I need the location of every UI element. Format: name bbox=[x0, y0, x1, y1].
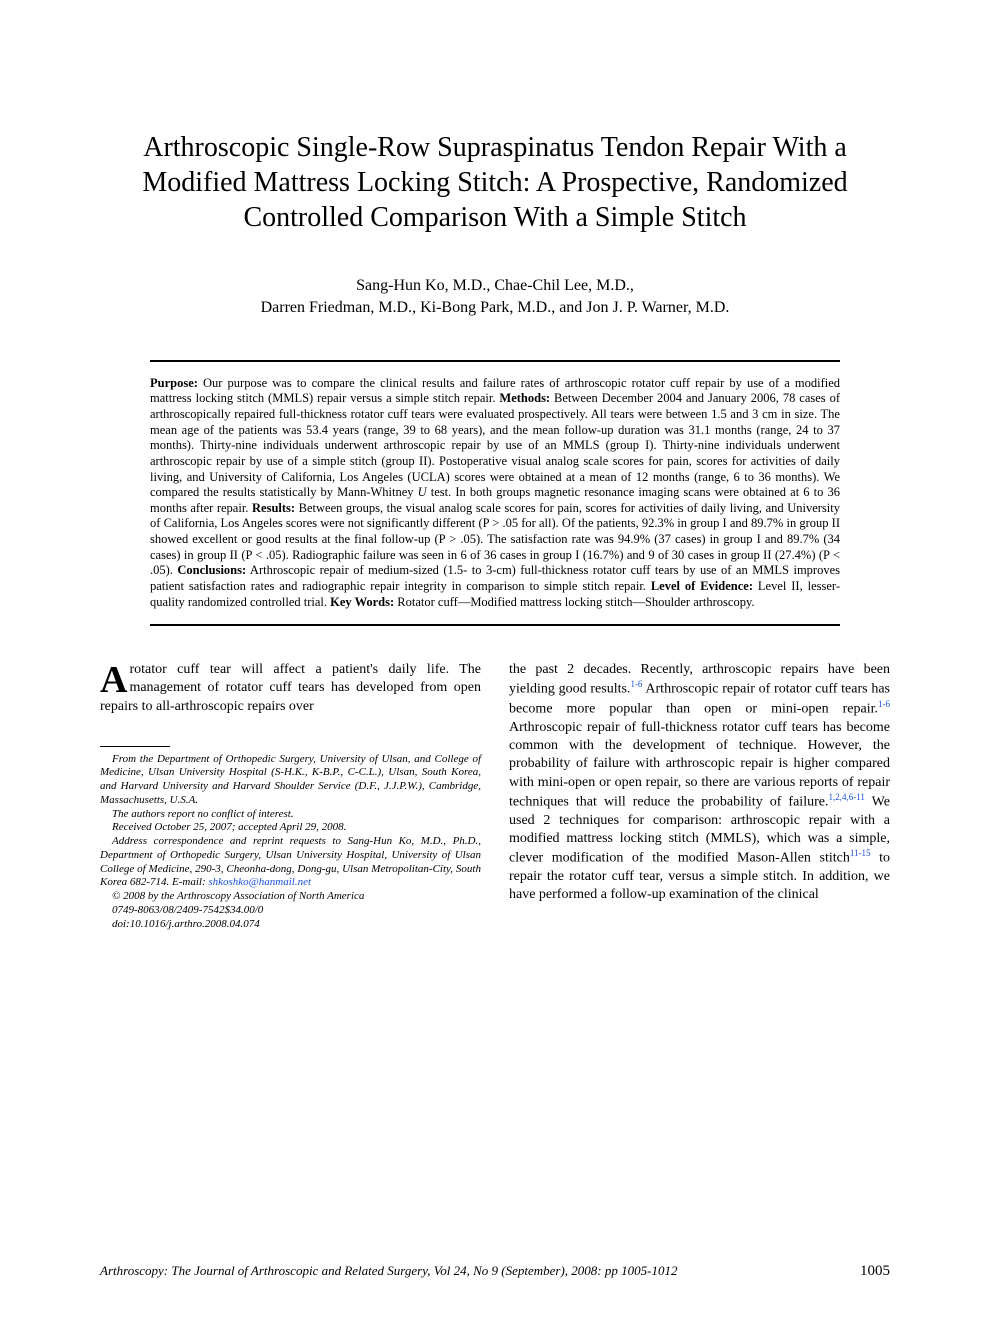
body-paragraph-1: Arotator cuff tear will affect a patient… bbox=[100, 661, 481, 716]
keywords-label: Key Words: bbox=[330, 595, 394, 609]
footer-journal: Arthroscopy: The Journal of Arthroscopic… bbox=[100, 1263, 677, 1279]
methods-label: Methods: bbox=[499, 391, 550, 405]
footnote-dates: Received October 25, 2007; accepted Apri… bbox=[100, 821, 481, 835]
abstract-rule-bottom bbox=[150, 624, 840, 626]
level-label: Level of Evidence: bbox=[651, 579, 753, 593]
conclusions-label: Conclusions: bbox=[177, 563, 246, 577]
authors-block: Sang-Hun Ko, M.D., Chae-Chil Lee, M.D., … bbox=[100, 275, 890, 320]
methods-italic: U bbox=[418, 485, 427, 499]
column-left: Arotator cuff tear will affect a patient… bbox=[100, 661, 481, 931]
footnote-rule bbox=[100, 746, 170, 747]
keywords-text: Rotator cuff—Modified mattress locking s… bbox=[394, 595, 754, 609]
body-col1-text: rotator cuff tear will affect a patient'… bbox=[100, 662, 481, 713]
column-right: the past 2 decades. Recently, arthroscop… bbox=[509, 661, 890, 931]
footnote-copyright: © 2008 by the Arthroscopy Association of… bbox=[100, 890, 481, 904]
footnote-affiliation: From the Department of Orthopedic Surger… bbox=[100, 753, 481, 808]
purpose-label: Purpose: bbox=[150, 376, 198, 390]
results-label: Results: bbox=[252, 501, 295, 515]
methods-text: Between December 2004 and January 2006, … bbox=[150, 391, 840, 499]
body-columns: Arotator cuff tear will affect a patient… bbox=[100, 661, 890, 931]
page-footer: Arthroscopy: The Journal of Arthroscopic… bbox=[100, 1263, 890, 1280]
footnote-issn: 0749-8063/08/2409-7542$34.00/0 bbox=[100, 904, 481, 918]
abstract-text: Purpose: Our purpose was to compare the … bbox=[150, 362, 840, 624]
authors-line-2: Darren Friedman, M.D., Ki-Bong Park, M.D… bbox=[100, 297, 890, 319]
authors-line-1: Sang-Hun Ko, M.D., Chae-Chil Lee, M.D., bbox=[100, 275, 890, 297]
citation-ref-3[interactable]: 1,2,4,6-11 bbox=[828, 792, 864, 802]
footnote-correspondence: Address correspondence and reprint reque… bbox=[100, 835, 481, 890]
footnote-conflict: The authors report no conflict of intere… bbox=[100, 808, 481, 822]
dropcap-letter: A bbox=[100, 661, 129, 695]
citation-ref-2[interactable]: 1-6 bbox=[878, 699, 890, 709]
citation-ref-4[interactable]: 11-15 bbox=[850, 848, 871, 858]
abstract-block: Purpose: Our purpose was to compare the … bbox=[150, 360, 840, 626]
footnotes-block: From the Department of Orthopedic Surger… bbox=[100, 753, 481, 932]
citation-ref-1[interactable]: 1-6 bbox=[630, 679, 642, 689]
footnote-email[interactable]: shkoshko@hanmail.net bbox=[208, 876, 311, 888]
article-title: Arthroscopic Single-Row Supraspinatus Te… bbox=[100, 130, 890, 235]
footnote-doi: doi:10.1016/j.arthro.2008.04.074 bbox=[100, 918, 481, 932]
footer-page-number: 1005 bbox=[860, 1263, 890, 1280]
body-paragraph-2: the past 2 decades. Recently, arthroscop… bbox=[509, 661, 890, 904]
